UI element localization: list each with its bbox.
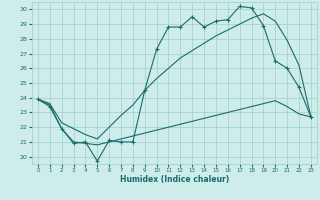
X-axis label: Humidex (Indice chaleur): Humidex (Indice chaleur) [120,175,229,184]
